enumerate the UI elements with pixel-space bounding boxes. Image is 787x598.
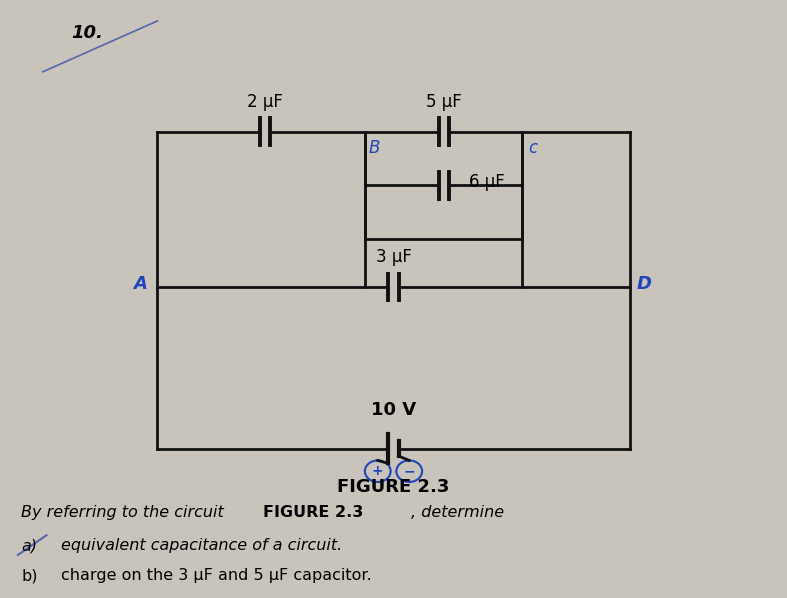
Text: FIGURE 2.3: FIGURE 2.3 [264,505,364,520]
Text: A: A [133,275,146,293]
Text: −: − [404,464,415,478]
Text: +: + [372,464,383,478]
Text: B: B [368,139,380,157]
Text: c: c [528,139,538,157]
Text: 2 μF: 2 μF [247,93,283,111]
Text: equivalent capacitance of a circuit.: equivalent capacitance of a circuit. [61,538,342,553]
Text: 10.: 10. [72,24,103,42]
Text: 6 μF: 6 μF [468,173,504,191]
Text: 10 V: 10 V [371,401,416,419]
Text: 5 μF: 5 μF [426,93,461,111]
Text: 3 μF: 3 μF [375,248,412,266]
Text: By referring to the circuit: By referring to the circuit [21,505,229,520]
Text: , determine: , determine [412,505,504,520]
Text: D: D [637,275,652,293]
Text: b): b) [21,568,38,583]
Text: FIGURE 2.3: FIGURE 2.3 [338,478,449,496]
Text: a): a) [21,538,38,553]
Text: charge on the 3 μF and 5 μF capacitor.: charge on the 3 μF and 5 μF capacitor. [61,568,371,583]
